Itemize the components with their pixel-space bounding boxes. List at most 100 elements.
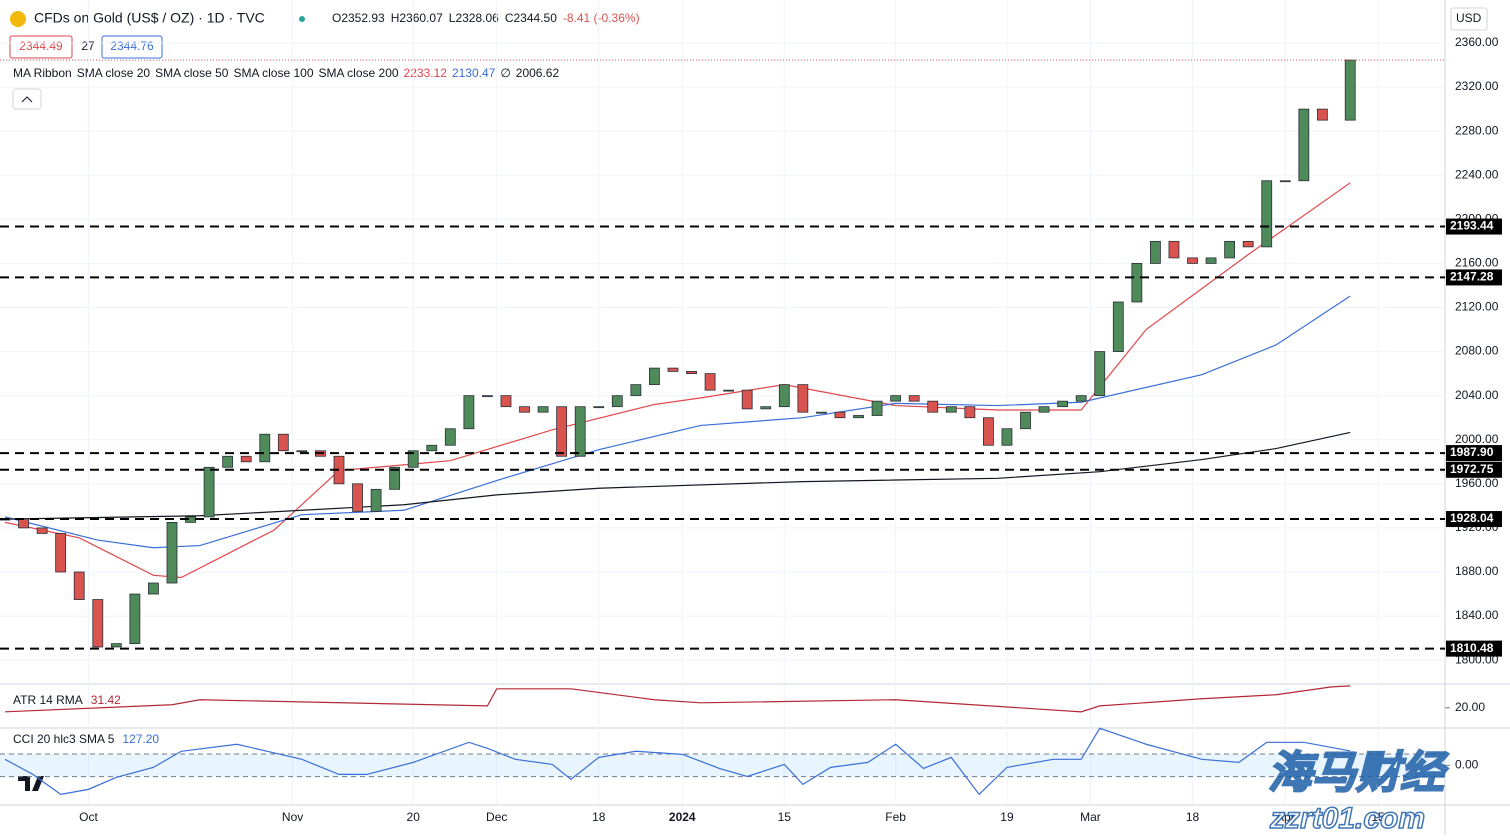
candle bbox=[760, 406, 772, 410]
candle bbox=[444, 428, 456, 446]
ohlc-value: C2344.50 bbox=[505, 11, 557, 25]
x-tick-label: Nov bbox=[282, 810, 303, 824]
candle bbox=[1187, 257, 1198, 264]
candle bbox=[203, 466, 215, 518]
currency-button[interactable] bbox=[1450, 7, 1488, 31]
level-tag bbox=[1446, 445, 1502, 462]
currency: USD bbox=[1456, 11, 1482, 25]
ohlc-value: O2352.93 bbox=[332, 11, 385, 25]
y-tick-label: 2120.00 bbox=[1455, 300, 1499, 314]
candle bbox=[1224, 240, 1236, 259]
x-tick-label: Feb bbox=[885, 810, 906, 824]
candle bbox=[1279, 180, 1291, 183]
symbol-title[interactable]: CFDs on Gold (US$ / OZ) · 1D · TVC bbox=[34, 10, 265, 26]
candle bbox=[1075, 395, 1087, 402]
legend-text: SMA close 20 bbox=[77, 66, 151, 80]
watermark-text: zzrt01.com bbox=[1269, 802, 1425, 835]
candle bbox=[296, 450, 308, 453]
candle bbox=[1316, 108, 1328, 121]
candle bbox=[574, 406, 586, 457]
indicator-line bbox=[4, 727, 1351, 796]
candle bbox=[797, 384, 809, 413]
candle bbox=[630, 384, 642, 397]
candle bbox=[834, 411, 846, 419]
symbol-icon bbox=[10, 11, 26, 27]
candle bbox=[1020, 411, 1031, 430]
candle bbox=[667, 367, 679, 372]
y-tick-label: 2360.00 bbox=[1455, 35, 1499, 49]
candle bbox=[240, 455, 252, 463]
candle bbox=[983, 417, 994, 446]
candle bbox=[1298, 108, 1310, 182]
watermark: 海马财经 zzrt01.com bbox=[1267, 748, 1450, 836]
candle bbox=[129, 593, 141, 645]
y-tick-label: 2080.00 bbox=[1455, 344, 1499, 358]
level-label: 2147.28 bbox=[1450, 270, 1494, 284]
candle bbox=[370, 488, 382, 512]
candle bbox=[73, 571, 85, 600]
ask-box[interactable] bbox=[101, 35, 163, 59]
legend-text: 2006.62 bbox=[516, 66, 560, 80]
watermark-text: 海马财经 bbox=[1268, 749, 1449, 798]
indicator-title: CCI 20 hlc3 SMA 5 bbox=[13, 732, 115, 746]
y-tick-label: 2240.00 bbox=[1455, 167, 1499, 181]
candle bbox=[110, 643, 122, 648]
y-tick-label: 2000.00 bbox=[1455, 432, 1499, 446]
candle bbox=[704, 373, 716, 391]
candle bbox=[871, 400, 883, 416]
x-tick-label: 2024 bbox=[669, 810, 696, 824]
candle bbox=[1150, 240, 1161, 264]
candle bbox=[426, 444, 438, 452]
candle bbox=[537, 406, 549, 413]
x-tick-label: 19 bbox=[1000, 810, 1014, 824]
candle bbox=[1038, 406, 1050, 413]
market-status bbox=[299, 16, 305, 22]
collapse-button[interactable] bbox=[12, 88, 42, 110]
candle bbox=[927, 400, 939, 413]
level-label: 1972.75 bbox=[1450, 462, 1494, 476]
candle bbox=[1001, 428, 1013, 446]
x-tick-label: 20 bbox=[407, 810, 421, 824]
candle bbox=[92, 599, 104, 648]
legend-text: SMA close 200 bbox=[319, 66, 399, 80]
legend-text: SMA close 100 bbox=[233, 66, 313, 80]
candle bbox=[778, 384, 790, 408]
candle bbox=[1094, 351, 1106, 397]
y-tick-label: 2040.00 bbox=[1455, 388, 1499, 402]
level-label: 1928.04 bbox=[1450, 511, 1494, 525]
level-tag bbox=[1446, 269, 1502, 286]
y-tick-label: 1880.00 bbox=[1455, 564, 1499, 578]
ohlc: O2352.93 H2360.07 L2328.06 C2344.50 -8.41 (-… bbox=[332, 11, 640, 25]
legend-text: 2233.12 bbox=[404, 66, 448, 80]
x-tick-label: 18 bbox=[592, 810, 606, 824]
candle bbox=[593, 406, 605, 409]
candle bbox=[1205, 257, 1217, 264]
bid-box[interactable] bbox=[9, 35, 73, 59]
candle bbox=[853, 415, 864, 419]
candle bbox=[945, 406, 957, 413]
x-tick-label: Oct bbox=[79, 810, 98, 824]
level-label: 1987.90 bbox=[1450, 445, 1494, 459]
ohlc-value: -8.41 (-0.36%) bbox=[563, 11, 640, 25]
candle bbox=[908, 395, 920, 402]
x-tick-label: 15 bbox=[1371, 810, 1385, 824]
candle bbox=[277, 433, 289, 452]
candle bbox=[1131, 263, 1143, 303]
ask: 2344.76 bbox=[110, 39, 154, 53]
candle bbox=[352, 483, 363, 512]
y-tick-label: 2280.00 bbox=[1455, 123, 1499, 137]
x-tick-label: 18 bbox=[1186, 810, 1200, 824]
y-tick-label: 2320.00 bbox=[1455, 79, 1499, 93]
collapse-icon bbox=[21, 96, 33, 103]
indicator-line bbox=[4, 685, 1351, 713]
candle bbox=[148, 582, 159, 595]
candle bbox=[890, 395, 902, 402]
level-tag bbox=[1446, 640, 1502, 657]
candle bbox=[1057, 400, 1069, 408]
indicator-value: 127.20 bbox=[122, 732, 159, 746]
y-tick-label: 1960.00 bbox=[1455, 476, 1499, 490]
moving-average bbox=[4, 431, 1351, 520]
level-label: 1810.48 bbox=[1450, 641, 1494, 655]
bid: 2344.49 bbox=[19, 39, 63, 53]
